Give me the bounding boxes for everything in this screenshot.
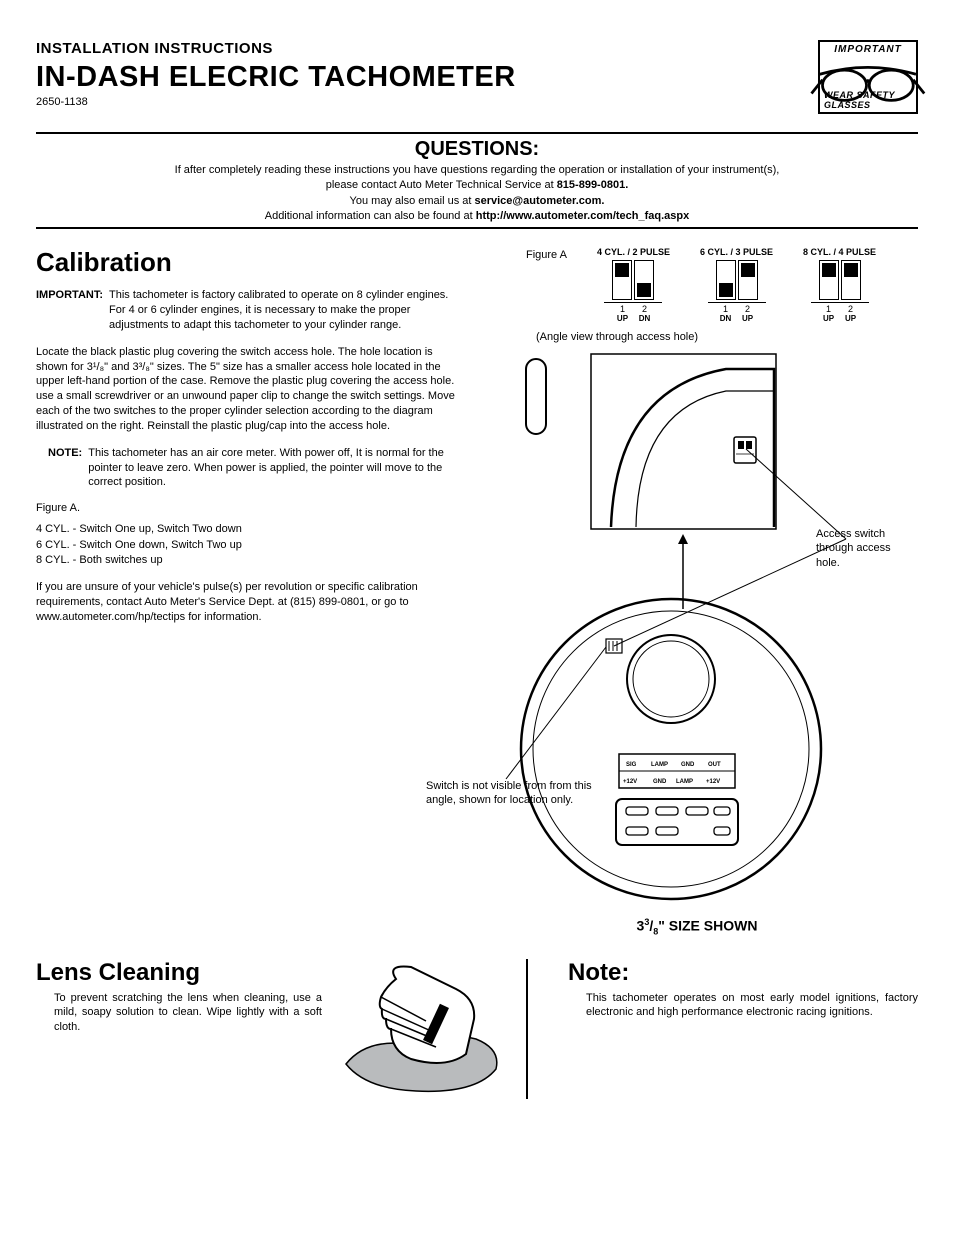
calibration-heading: Calibration [36, 247, 456, 278]
svg-text:LAMP: LAMP [651, 762, 668, 768]
questions-phone: 815-899-0801. [557, 179, 629, 191]
switch-title: 8 CYL. / 4 PULSE [803, 247, 876, 257]
switch-diagram-row: Figure A 4 CYL. / 2 PULSE 12 UPDN 6 CYL.… [476, 247, 918, 323]
setting-8cyl: 8 CYL. - Both switches up [36, 553, 456, 568]
calibration-para2: If you are unsure of your vehicle's puls… [36, 580, 456, 625]
divider-top [36, 132, 918, 134]
svg-text:GND: GND [653, 779, 667, 785]
note-heading: Note: [568, 959, 918, 987]
svg-text:+12V: +12V [706, 779, 720, 785]
questions-url: http://www.autometer.com/tech_faq.aspx [476, 210, 690, 222]
switch-group: 8 CYL. / 4 PULSE 12 UPUP [803, 247, 876, 323]
bottom-divider [526, 959, 528, 1099]
tach-diagram-svg: SIG LAMP GND OUT +12V GND LAMP +12V [476, 349, 896, 909]
callout-access: Access switch through access hole. [816, 527, 906, 570]
svg-text:LAMP: LAMP [676, 779, 693, 785]
safety-glasses-box: IMPORTANT WEAR SAFETY GLASSES [818, 40, 918, 114]
calibration-important: IMPORTANT: This tachometer is factory ca… [36, 288, 456, 333]
figure-a-settings: 4 CYL. - Switch One up, Switch Two down … [36, 522, 456, 568]
conn-top-1: SIG [626, 762, 637, 768]
safety-important: IMPORTANT [834, 44, 902, 55]
setting-6cyl: 6 CYL. - Switch One down, Switch Two up [36, 538, 456, 553]
questions-heading: QUESTIONS: [36, 138, 918, 161]
svg-text:GND: GND [681, 762, 695, 768]
switch-2 [841, 260, 861, 300]
calibration-para1: Locate the black plastic plug covering t… [36, 345, 456, 434]
important-text: This tachometer is factory calibrated to… [109, 288, 456, 333]
questions-email: service@autometer.com. [474, 195, 604, 207]
switch-groups: 4 CYL. / 2 PULSE 12 UPDN 6 CYL. / 3 PULS… [597, 247, 876, 323]
lens-heading: Lens Cleaning [36, 959, 322, 987]
switch-title: 6 CYL. / 3 PULSE [700, 247, 773, 257]
note-label: NOTE: [48, 446, 82, 491]
switch-group: 4 CYL. / 2 PULSE 12 UPDN [597, 247, 670, 323]
tachometer-diagram: SIG LAMP GND OUT +12V GND LAMP +12V [476, 349, 918, 909]
bottom-row: Lens Cleaning To prevent scratching the … [36, 959, 918, 1099]
size-shown: 33/8" SIZE SHOWN [476, 917, 918, 936]
switch-1 [716, 260, 736, 300]
lens-text: To prevent scratching the lens when clea… [36, 991, 322, 1036]
questions-block: QUESTIONS: If after completely reading t… [36, 138, 918, 223]
questions-line3: You may also email us at service@automet… [36, 194, 918, 208]
callout-not-visible: Switch is not visible from from this ang… [426, 779, 596, 808]
figure-a-label: Figure A. [36, 502, 456, 514]
setting-4cyl: 4 CYL. - Switch One up, Switch Two down [36, 522, 456, 537]
figure-column: Figure A 4 CYL. / 2 PULSE 12 UPDN 6 CYL.… [476, 247, 918, 936]
install-subtitle: INSTALLATION INSTRUCTIONS [36, 40, 818, 57]
lens-cleaning-block: Lens Cleaning To prevent scratching the … [36, 959, 506, 1099]
calibration-note: NOTE: This tachometer has an air core me… [36, 446, 456, 491]
important-label: IMPORTANT: [36, 288, 103, 333]
note-block: Note: This tachometer operates on most e… [548, 959, 918, 1099]
calibration-column: Calibration IMPORTANT: This tachometer i… [36, 247, 456, 936]
main-content: Calibration IMPORTANT: This tachometer i… [36, 247, 918, 936]
switch-1 [612, 260, 632, 300]
figure-a-text: Figure A [476, 247, 567, 261]
safety-wear-text: WEAR SAFETY GLASSES [824, 91, 912, 110]
questions-line1: If after completely reading these instru… [36, 163, 918, 177]
page-title: IN-DASH ELECRIC TACHOMETER [36, 61, 818, 94]
switch-1 [819, 260, 839, 300]
note-text: This tachometer operates on most early m… [568, 991, 918, 1021]
switch-group: 6 CYL. / 3 PULSE 12 DNUP [700, 247, 773, 323]
questions-line4: Additional information can also be found… [36, 209, 918, 223]
svg-text:+12V: +12V [623, 779, 637, 785]
note-text: This tachometer has an air core meter. W… [88, 446, 456, 491]
header: INSTALLATION INSTRUCTIONS IN-DASH ELECRI… [36, 40, 918, 114]
questions-line2: please contact Auto Meter Technical Serv… [36, 178, 918, 192]
hand-cleaning-icon [336, 959, 506, 1099]
switch-2 [738, 260, 758, 300]
switch-title: 4 CYL. / 2 PULSE [597, 247, 670, 257]
svg-text:OUT: OUT [708, 762, 721, 768]
divider-mid [36, 227, 918, 229]
angle-view-note: (Angle view through access hole) [536, 331, 918, 343]
part-number: 2650-1138 [36, 96, 818, 108]
header-left: INSTALLATION INSTRUCTIONS IN-DASH ELECRI… [36, 40, 818, 108]
switch-2 [634, 260, 654, 300]
